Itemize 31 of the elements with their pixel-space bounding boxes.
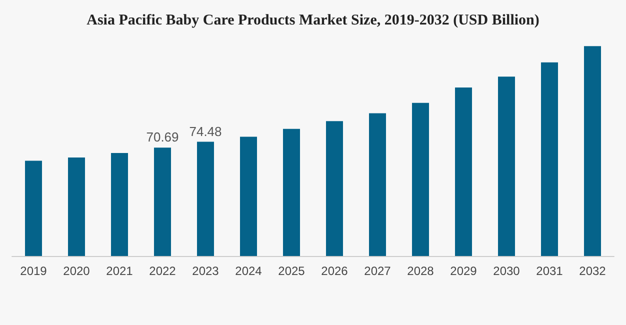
x-tick-label: 2024 (235, 264, 262, 278)
bar (455, 87, 472, 256)
x-tick-label: 2022 (149, 264, 176, 278)
data-label: 74.48 (189, 124, 222, 139)
x-tick-label: 2029 (450, 264, 478, 278)
bar (283, 128, 300, 256)
bar (25, 160, 42, 256)
x-tick-label: 2028 (407, 264, 434, 278)
bar (111, 152, 128, 256)
x-tick-label: 2019 (20, 264, 48, 278)
bar (541, 62, 558, 256)
x-tick-label: 2026 (321, 264, 348, 278)
x-tick-label: 2025 (278, 264, 306, 278)
bar (412, 102, 429, 256)
bar (68, 158, 85, 256)
bar (326, 121, 343, 256)
x-tick-label: 2030 (493, 264, 520, 278)
x-tick-label: 2020 (63, 264, 90, 278)
data-label: 70.69 (146, 130, 179, 145)
bar (197, 142, 214, 256)
bar (498, 76, 515, 256)
chart-title: Asia Pacific Baby Care Products Market Size, 2019-2032 (USD Billion) (86, 12, 540, 28)
bar (154, 148, 171, 256)
bar (369, 113, 386, 256)
x-tick-label: 2031 (536, 264, 564, 278)
bar (584, 46, 601, 256)
x-tick-label: 2027 (364, 264, 392, 278)
x-tick-label: 2021 (106, 264, 134, 278)
x-tick-label: 2023 (192, 264, 220, 278)
x-tick-label: 2032 (579, 264, 606, 278)
bar (240, 136, 257, 256)
